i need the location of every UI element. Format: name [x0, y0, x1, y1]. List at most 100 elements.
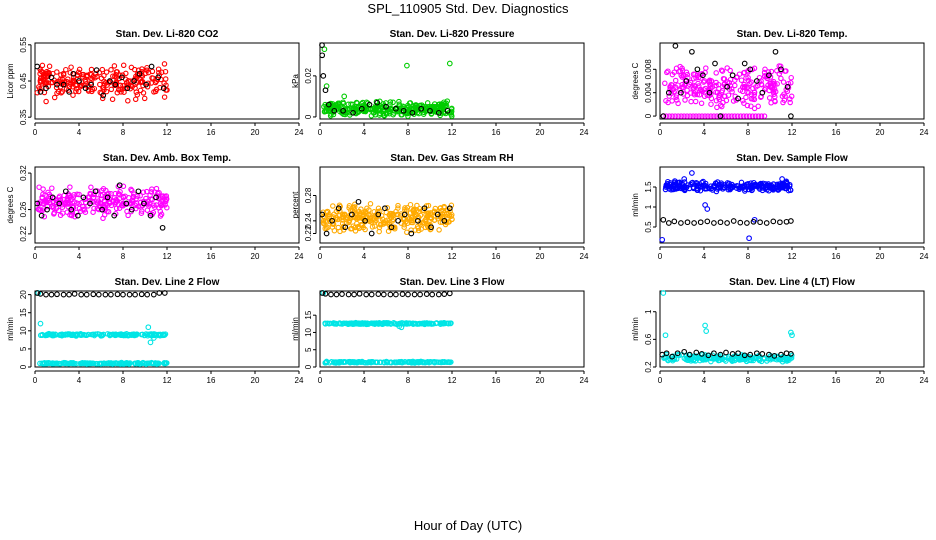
- data-point: [387, 99, 394, 105]
- data-point: [351, 359, 358, 366]
- data-point: [388, 224, 395, 231]
- data-point: [127, 78, 134, 84]
- data-point: [373, 359, 380, 366]
- data-point: [150, 291, 157, 298]
- data-point: [155, 360, 161, 366]
- data-point: [697, 219, 704, 226]
- data-point: [330, 111, 337, 118]
- data-point: [337, 108, 343, 115]
- data-point: [130, 193, 137, 200]
- data-point: [128, 186, 134, 193]
- data-point: [58, 72, 64, 78]
- data-point: [110, 361, 117, 367]
- y-tick-label: 0.02: [304, 68, 313, 84]
- data-point: [108, 190, 114, 197]
- data-point: [783, 86, 789, 93]
- x-tick-label: 12: [448, 376, 457, 385]
- data-point: [87, 200, 93, 207]
- data-point: [147, 212, 154, 219]
- data-point: [43, 85, 49, 92]
- data-point: [378, 320, 384, 327]
- data-point: [766, 182, 772, 189]
- data-point: [113, 196, 119, 203]
- x-tick-label: 4: [362, 252, 367, 261]
- data-point: [36, 184, 42, 190]
- data-point: [691, 91, 698, 98]
- x-tick-label: 16: [492, 252, 501, 261]
- data-point: [37, 291, 44, 297]
- y-axis-label: ml/min: [291, 317, 300, 341]
- data-point: [743, 94, 749, 101]
- data-point: [162, 76, 169, 82]
- data-point: [766, 72, 772, 79]
- data-point: [88, 81, 94, 88]
- data-point: [681, 348, 688, 355]
- data-point: [116, 75, 122, 82]
- x-tick-label: 16: [832, 128, 841, 137]
- data-point: [375, 205, 382, 212]
- data-point: [162, 360, 169, 367]
- data-point: [132, 291, 138, 298]
- data-point: [110, 331, 116, 338]
- data-point: [446, 290, 453, 297]
- x-tick-label: 20: [536, 128, 545, 137]
- data-point: [734, 113, 741, 119]
- data-point: [138, 210, 145, 216]
- data-point: [700, 357, 706, 363]
- data-point: [92, 188, 99, 195]
- data-point: [79, 71, 85, 78]
- data-point: [155, 66, 162, 72]
- data-point: [336, 202, 343, 208]
- data-point: [708, 95, 715, 102]
- data-point: [690, 85, 696, 92]
- data-point: [143, 195, 149, 202]
- data-point: [355, 198, 362, 205]
- data-point: [127, 85, 134, 92]
- data-point: [719, 87, 726, 94]
- data-point: [82, 85, 89, 92]
- x-tick-label: 24: [295, 376, 304, 385]
- data-point: [66, 89, 72, 95]
- data-point: [671, 179, 678, 186]
- data-point: [678, 89, 684, 96]
- data-point: [410, 208, 417, 215]
- data-point: [162, 331, 169, 337]
- data-point: [155, 74, 162, 81]
- data-point: [114, 291, 121, 298]
- data-point: [421, 320, 428, 326]
- data-point: [381, 219, 387, 226]
- data-point: [404, 220, 411, 227]
- panel-5: Stan. Dev. Gas Stream RH percent 0 4 8 12 16 20…: [291, 153, 589, 261]
- data-point: [112, 73, 118, 80]
- data-point: [124, 82, 131, 88]
- data-point: [732, 82, 738, 89]
- data-point: [329, 224, 336, 230]
- data-point: [732, 357, 738, 364]
- data-point: [345, 291, 352, 298]
- data-point: [38, 68, 44, 74]
- data-point: [68, 206, 75, 213]
- data-point: [138, 204, 144, 210]
- data-point: [694, 183, 700, 189]
- data-point: [320, 220, 327, 226]
- data-point: [425, 212, 431, 219]
- data-point: [118, 202, 125, 209]
- data-point: [376, 224, 383, 231]
- x-tick-label: 4: [702, 376, 707, 385]
- data-point: [788, 351, 794, 357]
- data-point: [140, 189, 147, 195]
- data-point: [156, 190, 162, 196]
- data-point: [143, 81, 149, 88]
- data-point: [353, 216, 360, 222]
- data-point: [707, 185, 713, 192]
- data-point: [673, 92, 680, 98]
- data-point: [124, 208, 130, 215]
- data-point: [375, 208, 381, 215]
- data-point: [691, 220, 697, 226]
- data-point: [664, 69, 670, 76]
- data-point: [766, 95, 773, 101]
- data-point: [351, 320, 358, 326]
- data-point: [71, 191, 77, 198]
- data-point: [694, 185, 700, 191]
- data-point: [360, 212, 367, 218]
